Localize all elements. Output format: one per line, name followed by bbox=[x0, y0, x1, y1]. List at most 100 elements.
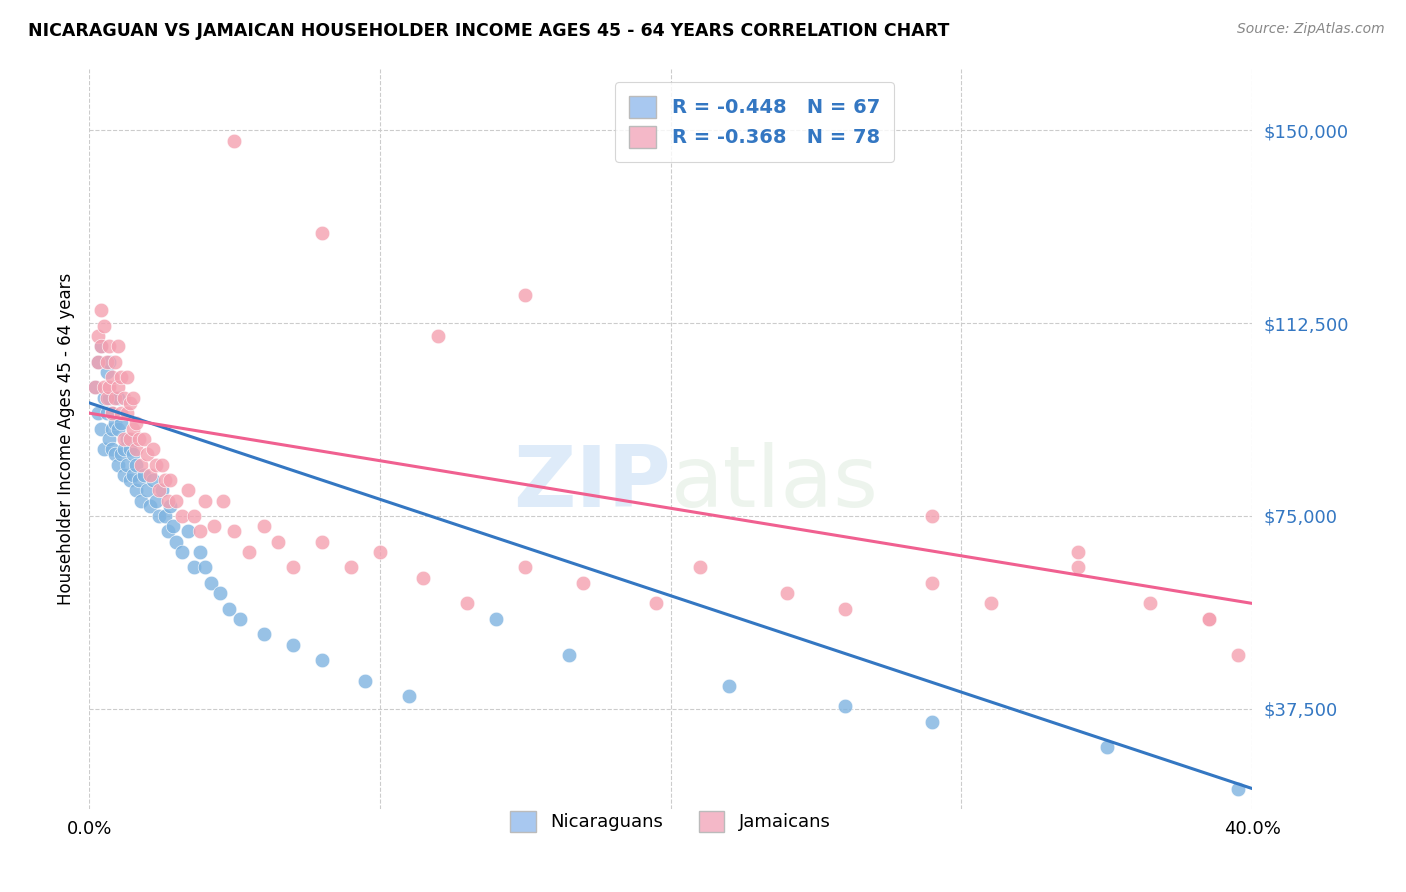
Point bbox=[121, 391, 143, 405]
Point bbox=[104, 417, 127, 431]
Point bbox=[200, 575, 222, 590]
Point bbox=[183, 560, 205, 574]
Point bbox=[211, 493, 233, 508]
Point bbox=[311, 534, 333, 549]
Point bbox=[281, 638, 304, 652]
Point bbox=[118, 432, 141, 446]
Point bbox=[90, 339, 112, 353]
Point bbox=[145, 493, 167, 508]
Legend: Nicaraguans, Jamaicans: Nicaraguans, Jamaicans bbox=[498, 798, 844, 845]
Point bbox=[98, 339, 121, 353]
Y-axis label: Householder Income Ages 45 - 64 years: Householder Income Ages 45 - 64 years bbox=[58, 273, 75, 605]
Point bbox=[1067, 560, 1090, 574]
Point bbox=[110, 447, 132, 461]
Point bbox=[96, 354, 118, 368]
Point bbox=[87, 406, 110, 420]
Point bbox=[156, 524, 179, 539]
Point bbox=[1198, 612, 1220, 626]
Point bbox=[252, 519, 274, 533]
Point bbox=[139, 467, 162, 482]
Point bbox=[1198, 612, 1220, 626]
Point bbox=[1139, 596, 1161, 610]
Point bbox=[354, 673, 377, 688]
Point bbox=[148, 483, 170, 498]
Point bbox=[124, 417, 146, 431]
Point bbox=[101, 406, 124, 420]
Point bbox=[145, 458, 167, 472]
Point bbox=[202, 519, 225, 533]
Point bbox=[921, 575, 943, 590]
Point bbox=[134, 432, 156, 446]
Point bbox=[90, 339, 112, 353]
Point bbox=[834, 601, 856, 615]
Point bbox=[142, 442, 165, 456]
Point bbox=[558, 648, 581, 662]
Point bbox=[128, 432, 150, 446]
Point bbox=[1226, 648, 1249, 662]
Point bbox=[427, 329, 450, 343]
Point bbox=[136, 447, 159, 461]
Point bbox=[188, 524, 211, 539]
Point bbox=[96, 365, 118, 379]
Point bbox=[153, 473, 176, 487]
Point bbox=[224, 134, 246, 148]
Point bbox=[177, 524, 200, 539]
Point bbox=[104, 354, 127, 368]
Point bbox=[107, 458, 129, 472]
Point bbox=[93, 391, 115, 405]
Point bbox=[131, 493, 153, 508]
Point bbox=[1095, 740, 1118, 755]
Point bbox=[118, 473, 141, 487]
Point bbox=[139, 499, 162, 513]
Point bbox=[101, 406, 124, 420]
Point bbox=[124, 458, 146, 472]
Point bbox=[98, 380, 121, 394]
Point bbox=[115, 406, 138, 420]
Point bbox=[90, 303, 112, 318]
Point bbox=[159, 473, 181, 487]
Point bbox=[218, 601, 240, 615]
Point bbox=[194, 493, 217, 508]
Point bbox=[112, 432, 135, 446]
Point bbox=[172, 545, 194, 559]
Point bbox=[96, 391, 118, 405]
Point bbox=[921, 508, 943, 523]
Point bbox=[224, 524, 246, 539]
Point bbox=[121, 447, 143, 461]
Point bbox=[101, 421, 124, 435]
Point bbox=[979, 596, 1001, 610]
Point bbox=[148, 508, 170, 523]
Point bbox=[281, 560, 304, 574]
Point bbox=[208, 586, 231, 600]
Point bbox=[112, 391, 135, 405]
Point bbox=[156, 493, 179, 508]
Point bbox=[398, 689, 420, 703]
Point bbox=[93, 442, 115, 456]
Point bbox=[124, 442, 146, 456]
Point bbox=[834, 699, 856, 714]
Point bbox=[93, 318, 115, 333]
Point bbox=[96, 406, 118, 420]
Point bbox=[159, 499, 181, 513]
Text: Source: ZipAtlas.com: Source: ZipAtlas.com bbox=[1237, 22, 1385, 37]
Point bbox=[267, 534, 290, 549]
Text: ZIP: ZIP bbox=[513, 442, 671, 524]
Point bbox=[128, 473, 150, 487]
Point bbox=[515, 560, 537, 574]
Point bbox=[368, 545, 391, 559]
Point bbox=[98, 354, 121, 368]
Point bbox=[131, 458, 153, 472]
Point bbox=[153, 508, 176, 523]
Point bbox=[572, 575, 595, 590]
Point bbox=[339, 560, 361, 574]
Point bbox=[83, 380, 105, 394]
Point bbox=[107, 339, 129, 353]
Point bbox=[136, 483, 159, 498]
Point bbox=[456, 596, 478, 610]
Point bbox=[121, 467, 143, 482]
Point bbox=[87, 329, 110, 343]
Point bbox=[717, 679, 740, 693]
Point bbox=[107, 380, 129, 394]
Point bbox=[165, 534, 187, 549]
Point bbox=[93, 380, 115, 394]
